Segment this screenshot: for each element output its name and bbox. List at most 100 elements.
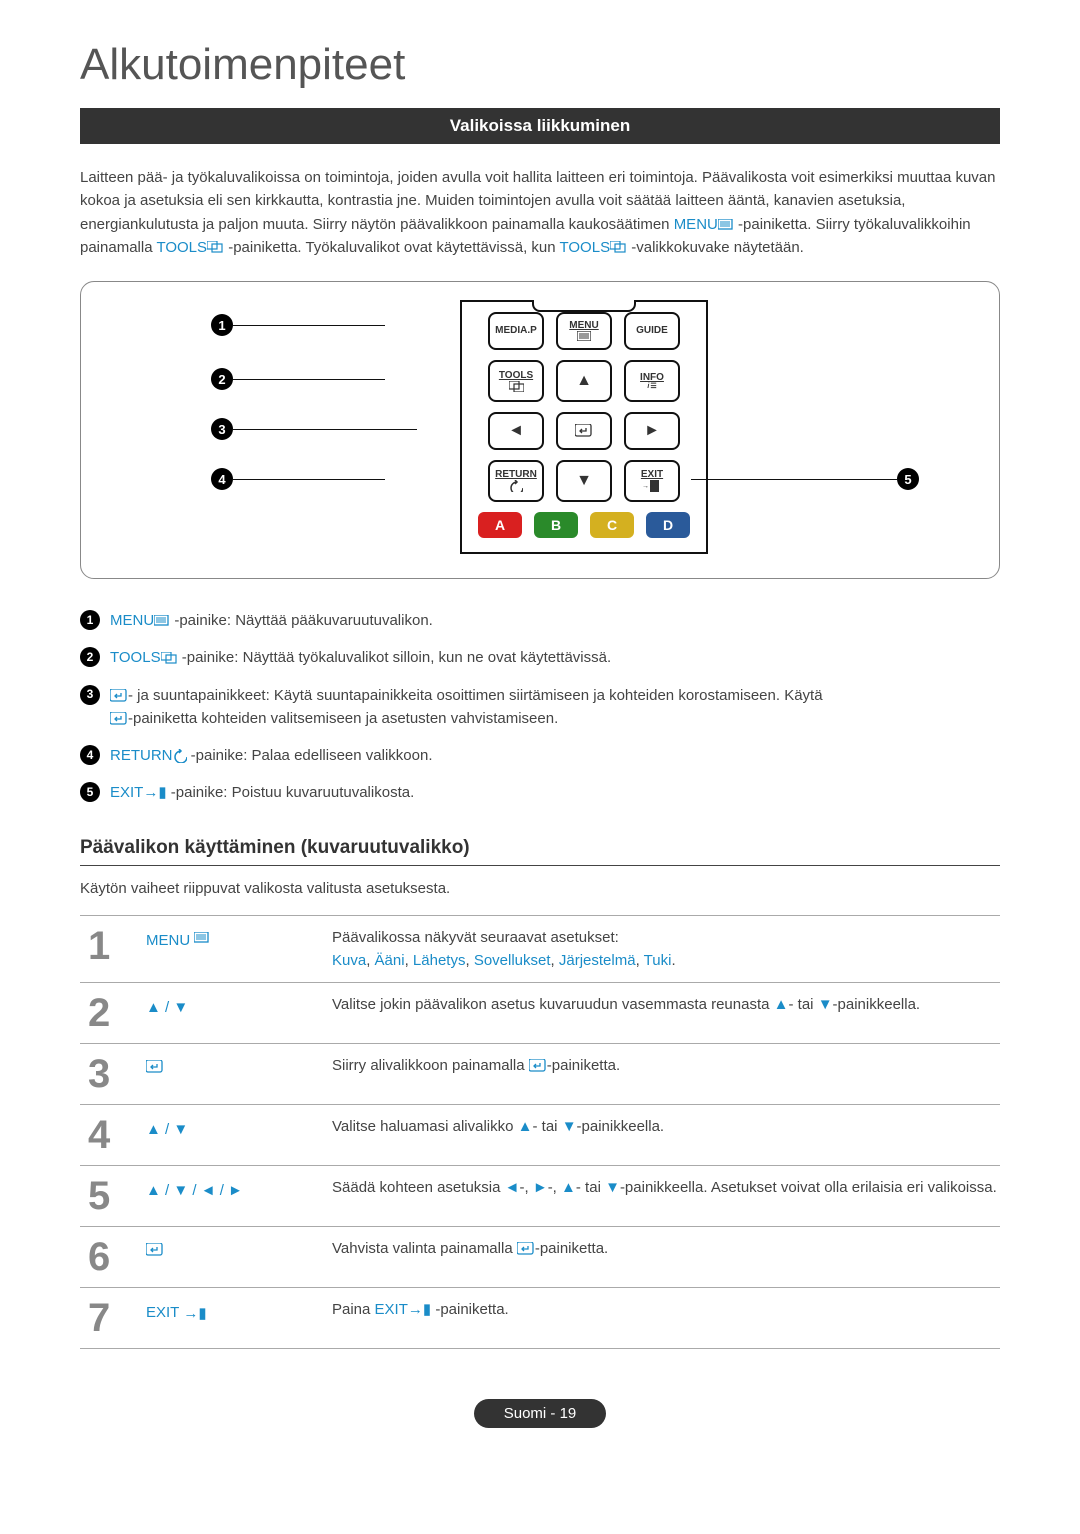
step-num: 4 [80,1115,130,1155]
menu-icon [194,932,210,944]
legend-num: 4 [80,745,100,765]
legend-desc: - ja suuntapainikkeet: Käytä suuntapaini… [128,687,823,704]
subsection-intro: Käytön vaiheet riippuvat valikosta valit… [80,880,1000,897]
exit-icon: →▮ [408,1301,431,1318]
step-desc: Säädä kohteen asetuksia ◄-, ►-, ▲- tai ▼… [332,1176,1000,1216]
step-row: 4 ▲ / ▼ Valitse haluamasi alivalikko ▲- … [80,1104,1000,1165]
intro-text: -painiketta. Työkaluvalikot ovat käytett… [228,239,559,256]
legend-label: RETURN [110,747,173,764]
legend-num: 5 [80,782,100,802]
step-control: EXIT→▮ [146,1298,316,1338]
legend-label: TOOLS [110,649,161,666]
tools-icon [610,241,627,254]
enter-icon [146,1243,166,1258]
color-b-button: B [534,512,578,538]
steps-table: 1 MENU Päävalikossa näkyvät seuraavat as… [80,915,1000,1350]
up-button: ▲ [556,360,612,402]
intro-text: -valikkokuvake näytetään. [631,239,804,256]
legend-label: EXIT [110,784,143,801]
return-button: RETURN [488,460,544,502]
legend-item: 1 MENU -painike: Näyttää pääkuvaruutuval… [80,609,1000,632]
legend-item: 2 TOOLS -painike: Näyttää työkaluvalikot… [80,646,1000,669]
step-row: 2 ▲ / ▼ Valitse jokin päävalikon asetus … [80,982,1000,1043]
exit-icon: →▮ [143,784,166,801]
menu-label: MENU [674,216,718,233]
remote-body: MEDIA.P MENU GUIDE TOOLS ▲ INFOi☰ ◄ ► RE… [460,300,708,554]
step-desc: Vahvista valinta painamalla -painiketta. [332,1237,1000,1277]
enter-icon [110,712,128,726]
legend-num: 2 [80,647,100,667]
right-button: ► [624,412,680,450]
tools-icon [161,652,178,665]
legend-item: 3 - ja suuntapainikkeet: Käytä suuntapai… [80,684,1000,731]
legend-desc: -painike: Poistuu kuvaruutuvalikosta. [167,784,415,801]
menu-icon [154,615,170,627]
footer-badge: Suomi - 19 [474,1399,607,1428]
enter-button [556,412,612,450]
enter-icon [110,689,128,703]
exit-icon: →▮ [183,1304,206,1322]
mediap-button: MEDIA.P [488,312,544,350]
step-desc: Siirry alivalikkoon painamalla -painiket… [332,1054,1000,1094]
callout-1: 1 [211,314,233,336]
step-control: MENU [146,926,316,973]
step-num: 2 [80,993,130,1033]
exit-button: EXIT→ [624,460,680,502]
left-button: ◄ [488,412,544,450]
legend-item: 5 EXIT→▮ -painike: Poistuu kuvaruutuvali… [80,781,1000,804]
callout-5: 5 [897,468,919,490]
down-button: ▼ [556,460,612,502]
info-button: INFOi☰ [624,360,680,402]
subsection-title: Päävalikon käyttäminen (kuvaruutuvalikko… [80,837,1000,859]
remote-diagram: 1 2 3 4 5 MEDIA.P MENU GUIDE TOOLS ▲ INF… [80,281,1000,579]
legend-desc: -painiketta kohteiden valitsemiseen ja a… [128,710,558,727]
tools-label: TOOLS [156,239,207,256]
step-row: 7 EXIT→▮ Paina EXIT→▮ -painiketta. [80,1287,1000,1349]
callout-3: 3 [211,418,233,440]
legend-desc: -painike: Palaa edelliseen valikkoon. [187,747,433,764]
step-row: 5 ▲ / ▼ / ◄ / ► Säädä kohteen asetuksia … [80,1165,1000,1226]
page-footer: Suomi - 19 [80,1399,1000,1428]
step-desc: Valitse haluamasi alivalikko ▲- tai ▼-pa… [332,1115,1000,1155]
enter-icon [529,1059,547,1073]
legend-num: 1 [80,610,100,630]
step-control [146,1054,316,1094]
step-num: 5 [80,1176,130,1216]
step-desc: Valitse jokin päävalikon asetus kuvaruud… [332,993,1000,1033]
step-num: 6 [80,1237,130,1277]
legend-item: 4 RETURN -painike: Palaa edelliseen vali… [80,744,1000,767]
tools-button: TOOLS [488,360,544,402]
step-row: 1 MENU Päävalikossa näkyvät seuraavat as… [80,915,1000,983]
step-num: 7 [80,1298,130,1338]
guide-button: GUIDE [624,312,680,350]
legend-desc: -painike: Näyttää pääkuvaruutuvalikon. [170,612,433,629]
tools-label: TOOLS [560,239,611,256]
callout-4: 4 [211,468,233,490]
intro-paragraph: Laitteen pää- ja työkaluvalikoissa on to… [80,166,1000,259]
color-d-button: D [646,512,690,538]
enter-icon [146,1060,166,1075]
legend-num: 3 [80,685,100,705]
section-header: Valikoissa liikkuminen [80,108,1000,144]
step-desc: Paina EXIT→▮ -painiketta. [332,1298,1000,1338]
return-icon [173,749,187,763]
step-control [146,1237,316,1277]
legend-desc: -painike: Näyttää työkaluvalikot silloin… [178,649,612,666]
step-control: ▲ / ▼ [146,993,316,1033]
legend-label: MENU [110,612,154,629]
color-c-button: C [590,512,634,538]
menu-icon [718,219,734,231]
callout-2: 2 [211,368,233,390]
legend-list: 1 MENU -painike: Näyttää pääkuvaruutuval… [80,609,1000,805]
tools-icon [207,241,224,254]
enter-icon [517,1242,535,1256]
step-num: 1 [80,926,130,973]
step-control: ▲ / ▼ [146,1115,316,1155]
step-control: ▲ / ▼ / ◄ / ► [146,1176,316,1216]
step-row: 6 Vahvista valinta painamalla -painikett… [80,1226,1000,1287]
step-row: 3 Siirry alivalikkoon painamalla -painik… [80,1043,1000,1104]
color-a-button: A [478,512,522,538]
step-desc: Päävalikossa näkyvät seuraavat asetukset… [332,926,1000,973]
menu-button: MENU [556,312,612,350]
step-num: 3 [80,1054,130,1094]
